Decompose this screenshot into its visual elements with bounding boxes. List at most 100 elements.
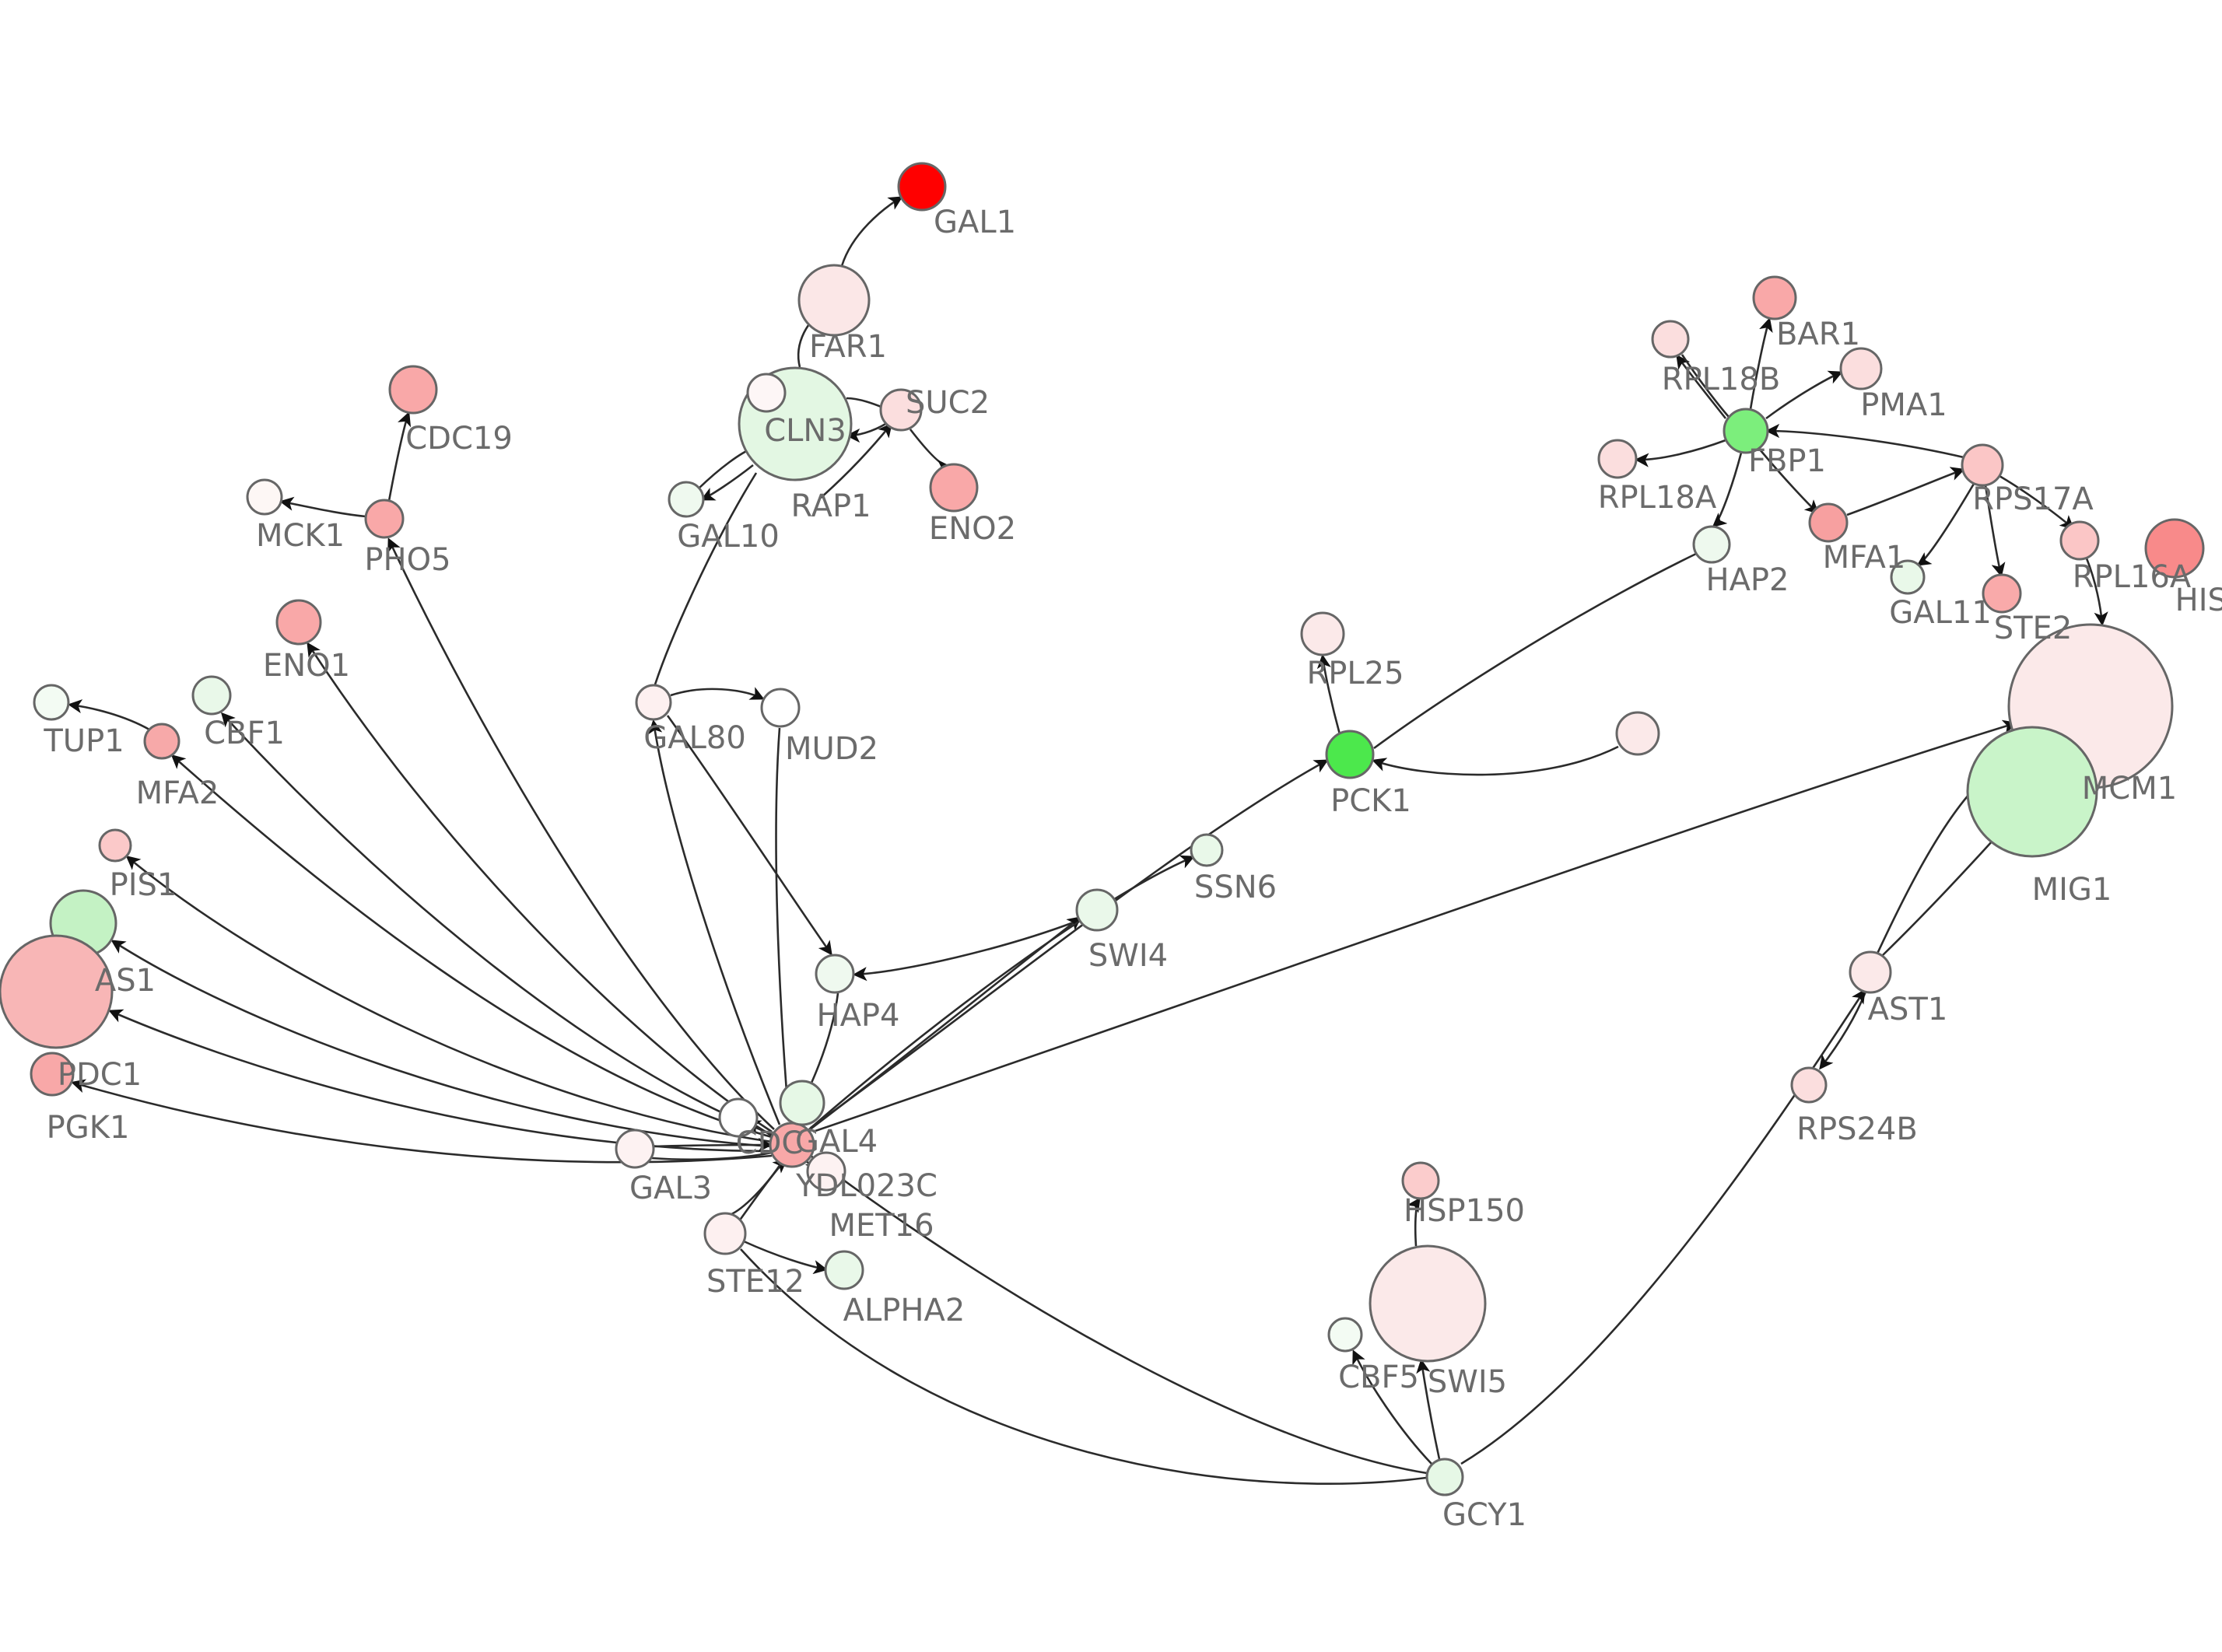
node-unnamed1[interactable] (1615, 711, 1660, 756)
edge-gal4-to-gcy1 (810, 1154, 1428, 1475)
node-gal11[interactable] (1890, 559, 1926, 595)
node-gal3[interactable] (615, 1129, 655, 1169)
node-bar1[interactable] (1752, 275, 1797, 320)
edge-gal4-to-pdc1 (108, 1009, 773, 1153)
edge-rap1-to-suc2 (820, 422, 892, 499)
node-gal10[interactable] (668, 481, 705, 518)
node-mck1[interactable] (246, 478, 283, 516)
edge-gal4-to-eno1 (307, 642, 773, 1133)
node-swi5[interactable] (1369, 1244, 1487, 1363)
edge-mfa1-to-rps17a (1846, 467, 1965, 516)
node-rpl18a[interactable] (1597, 439, 1638, 479)
node-label-eno2: ENO2 (929, 511, 1016, 547)
node-gcy1[interactable] (1425, 1458, 1464, 1496)
node-cdc19[interactable] (388, 365, 438, 415)
node-rpl18b[interactable] (1651, 320, 1690, 359)
edge-gal4-to-pgk1 (71, 1079, 773, 1164)
node-ast1[interactable] (1849, 950, 1892, 994)
edge-pho5-to-cdc19 (387, 411, 412, 502)
edge-gcy1-to-ast1 (1460, 989, 1866, 1465)
node-alpha2[interactable] (824, 1250, 864, 1290)
node-pho5[interactable] (364, 499, 405, 539)
node-pis1[interactable] (98, 828, 132, 863)
edge-rpl18b-to-fbp1 (1681, 354, 1730, 418)
node-label-met16: MET16 (829, 1208, 934, 1244)
edge-suc2-to-eno2 (909, 429, 952, 474)
node-layer (0, 162, 2205, 1496)
edge-gcy1-to-cbf5 (1352, 1349, 1432, 1465)
edge-gal4-to-pis1 (125, 856, 773, 1143)
node-pma1[interactable] (1839, 347, 1883, 390)
node-label-gal1: GAL1 (934, 205, 1016, 240)
edge-mfa2-to-tup1 (67, 698, 150, 731)
node-hsp150[interactable] (1401, 1161, 1440, 1200)
node-mig1[interactable] (1966, 726, 2098, 858)
node-rpl16a[interactable] (2059, 520, 2100, 561)
node-far1[interactable] (797, 264, 871, 337)
node-label-ste2: STE2 (1994, 611, 2073, 646)
edge-fbp1-to-pma1 (1765, 370, 1843, 420)
node-mud2[interactable] (760, 688, 801, 728)
node-cbf5[interactable] (1327, 1317, 1363, 1353)
node-label-fbp1: FBP1 (1748, 443, 1826, 479)
node-tup1[interactable] (33, 684, 70, 721)
node-gal80[interactable] (635, 684, 672, 721)
node-label-tup1: TUP1 (43, 723, 124, 759)
node-pck1[interactable] (1325, 730, 1375, 779)
node-label-suc2: SUC2 (906, 385, 990, 421)
node-mfa1[interactable] (1808, 502, 1849, 543)
node-label-mcm1: MCM1 (2082, 771, 2177, 807)
edge-gal4-to-gal3 (651, 1151, 773, 1161)
node-suc2[interactable] (879, 388, 923, 432)
node-ste12[interactable] (703, 1212, 747, 1255)
node-label-ssn6: SSN6 (1194, 870, 1277, 905)
node-rps17a[interactable] (1961, 443, 2004, 487)
edge-gal10-to-cln3 (698, 446, 754, 489)
edge-layer (67, 196, 2108, 1485)
edge-gal4-to-pck1 (810, 759, 1329, 1129)
node-label-pis1: PIS1 (110, 867, 177, 903)
node-label-pho5: PHO5 (364, 542, 450, 578)
node-label-swi5: SWI5 (1428, 1364, 1507, 1400)
node-mfa2[interactable] (143, 723, 180, 760)
edge-gal80-to-hap4 (666, 715, 832, 956)
node-rap1[interactable] (746, 373, 787, 413)
edge-hap2-to-pck1 (1373, 552, 1697, 750)
node-label-rps17a: RPS17A (1972, 481, 2094, 517)
node-eno1[interactable] (275, 599, 322, 646)
edge-pho5-to-mck1 (279, 496, 366, 518)
node-label-far1: FAR1 (809, 329, 887, 365)
edge-unnamed1-to-pck1 (1372, 745, 1619, 776)
edge-cln3-to-gal10 (700, 464, 754, 501)
edge-rps17a-to-fbp1 (1765, 423, 1964, 459)
node-label-gal3: GAL3 (629, 1171, 712, 1206)
node-rpl25[interactable] (1300, 611, 1345, 656)
node-cdc[interactable] (718, 1097, 759, 1138)
node-ste2[interactable] (1982, 573, 2022, 614)
edge-gal4-to-ssn6 (808, 855, 1195, 1130)
node-eno2[interactable] (929, 463, 979, 513)
node-ydl023c[interactable] (806, 1151, 846, 1192)
node-label-rpl25: RPL25 (1306, 656, 1404, 691)
label-layer: GAL1 FAR1 SUC2 ENO2 CLN3 RAP1 GAL10 CDC19 MCK1 PH… (43, 205, 2222, 1533)
node-label-swi4: SWI4 (1088, 938, 1168, 974)
node-fbp1[interactable] (1723, 408, 1769, 454)
node-cbf1[interactable] (191, 675, 232, 716)
node-gal1[interactable] (897, 162, 947, 212)
node-hap4[interactable] (815, 954, 855, 994)
node-hap2[interactable] (1692, 525, 1731, 564)
node-label-bar1: BAR1 (1776, 317, 1860, 352)
node-label-mud2: MUD2 (785, 731, 878, 767)
node-swi4[interactable] (1075, 888, 1119, 932)
node-pgk1[interactable] (30, 1052, 75, 1097)
node-pdc1[interactable] (0, 934, 114, 1049)
edge-far1-to-gal1 (840, 196, 903, 267)
node-ssn6[interactable] (1190, 833, 1224, 867)
node-top1[interactable] (779, 1080, 825, 1126)
edge-cln3-to-suc2 (846, 397, 884, 409)
node-rps24b[interactable] (1790, 1066, 1828, 1104)
node-label-cbf5: CBF5 (1338, 1360, 1419, 1395)
node-label-mfa1: MFA1 (1823, 540, 1906, 576)
node-his4[interactable] (2144, 518, 2205, 579)
